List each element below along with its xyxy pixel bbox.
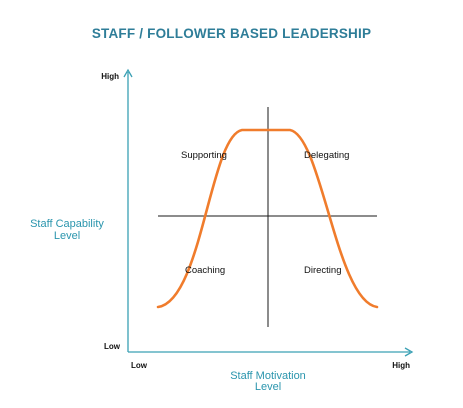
leadership-style-curve (156, 128, 379, 309)
x-axis-arrow-icon (404, 347, 414, 357)
x-axis-low-label: Low (131, 361, 148, 370)
y-axis-title-line-1: Staff Capability (30, 218, 104, 230)
quadrant-label-directing: Directing (304, 265, 342, 276)
diagram-title: STAFF / FOLLOWER BASED LEADERSHIP (92, 26, 371, 41)
quadrant-label-delegating: Delegating (304, 150, 349, 161)
quadrant-label-supporting: Supporting (181, 150, 227, 161)
x-axis-title-line-2: Level (255, 381, 281, 393)
x-axis-title-line-1: Staff Motivation (230, 370, 306, 382)
y-axis-arrow-icon (123, 68, 133, 78)
x-axis-high-label: High (392, 361, 410, 370)
y-axis-low-label: Low (104, 342, 121, 351)
y-axis-title-line-2: Level (54, 230, 80, 242)
quadrant-label-coaching: Coaching (185, 265, 225, 276)
y-axis-high-label: High (101, 72, 119, 81)
